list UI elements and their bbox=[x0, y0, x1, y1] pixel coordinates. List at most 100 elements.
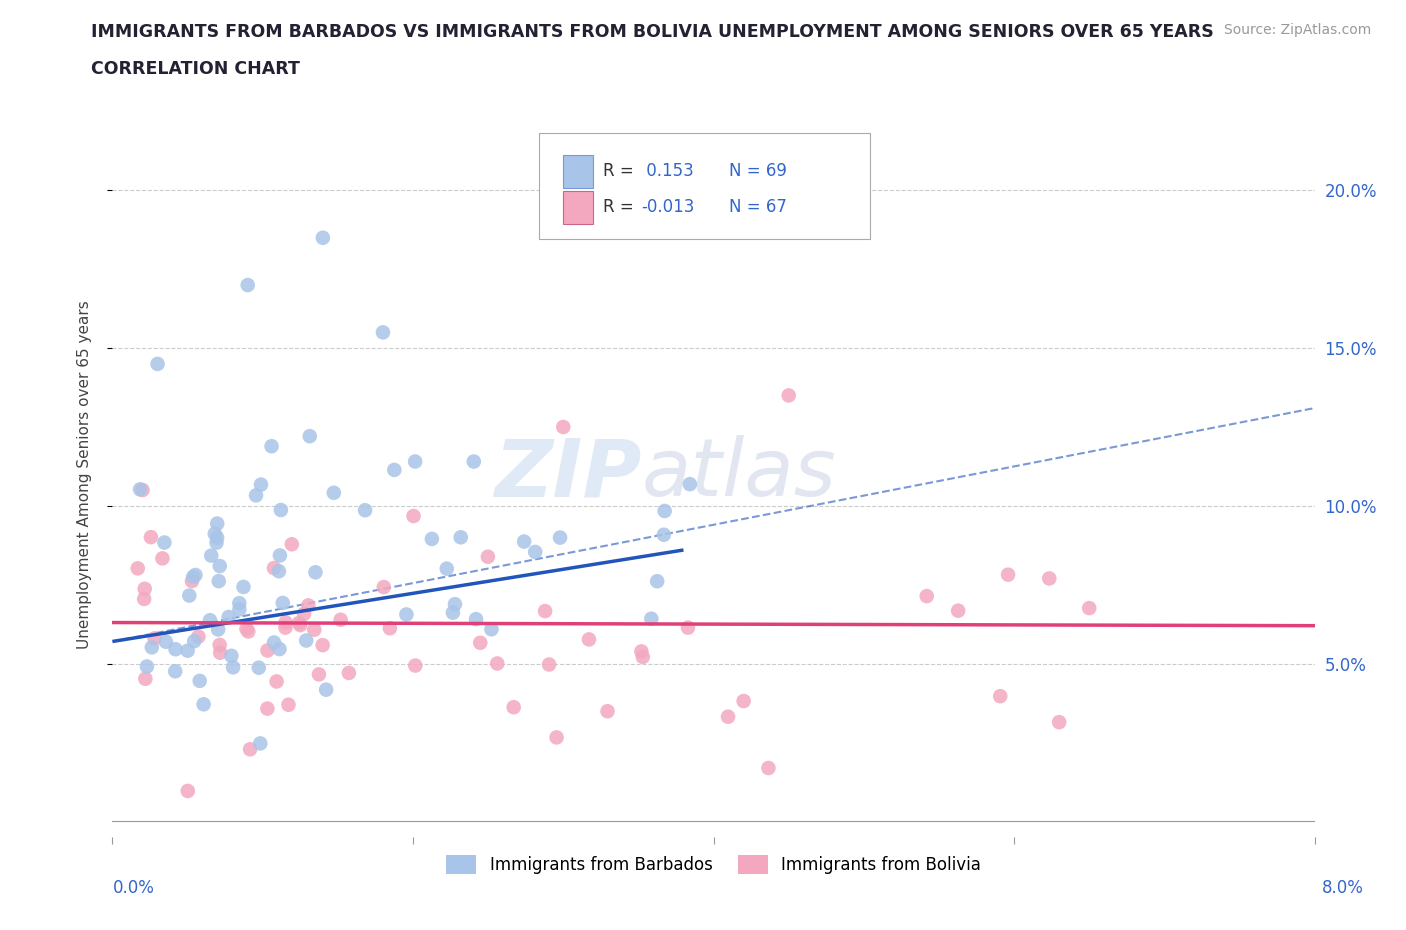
Point bbox=[534, 604, 557, 618]
Text: N = 67: N = 67 bbox=[730, 198, 787, 217]
Point bbox=[288, 616, 311, 631]
Point bbox=[292, 606, 315, 621]
Point bbox=[131, 483, 153, 498]
Y-axis label: Unemployment Among Seniors over 65 years: Unemployment Among Seniors over 65 years bbox=[77, 300, 91, 649]
Point bbox=[915, 589, 938, 604]
Point bbox=[481, 622, 503, 637]
Point bbox=[304, 622, 326, 637]
Point bbox=[470, 635, 492, 650]
Point bbox=[271, 595, 294, 610]
Point bbox=[134, 581, 156, 596]
Point bbox=[267, 564, 290, 578]
Point bbox=[129, 482, 152, 497]
Point bbox=[228, 596, 250, 611]
Point bbox=[274, 615, 297, 630]
Point bbox=[645, 574, 668, 589]
Point bbox=[232, 579, 254, 594]
Point bbox=[596, 704, 619, 719]
Text: atlas: atlas bbox=[641, 435, 837, 513]
Point bbox=[218, 609, 240, 624]
Point bbox=[235, 621, 257, 636]
Point bbox=[436, 561, 458, 576]
Point bbox=[208, 574, 231, 589]
FancyBboxPatch shape bbox=[564, 192, 593, 224]
Point bbox=[290, 618, 312, 632]
Point bbox=[269, 642, 291, 657]
Point bbox=[165, 664, 187, 679]
Point bbox=[270, 502, 292, 517]
Point bbox=[441, 605, 464, 620]
Text: R =: R = bbox=[603, 198, 634, 217]
Point bbox=[200, 548, 222, 563]
Point bbox=[204, 526, 226, 541]
Point bbox=[378, 621, 401, 636]
Point bbox=[221, 648, 243, 663]
Point bbox=[165, 642, 187, 657]
Point bbox=[238, 624, 260, 639]
Point bbox=[404, 658, 426, 673]
Point bbox=[676, 620, 699, 635]
Point bbox=[260, 439, 283, 454]
Point bbox=[222, 660, 245, 675]
Point bbox=[311, 638, 333, 653]
Point bbox=[134, 591, 156, 606]
Point bbox=[245, 488, 267, 503]
Point bbox=[141, 640, 163, 655]
Point bbox=[139, 530, 162, 545]
Point bbox=[382, 462, 405, 477]
Point bbox=[778, 388, 800, 403]
Point bbox=[205, 516, 228, 531]
FancyBboxPatch shape bbox=[540, 133, 870, 239]
Point bbox=[450, 530, 472, 545]
Point bbox=[295, 633, 318, 648]
Point bbox=[277, 698, 299, 712]
Point bbox=[187, 630, 209, 644]
Point bbox=[134, 671, 156, 686]
Point bbox=[1078, 601, 1101, 616]
Point bbox=[315, 683, 337, 698]
Point bbox=[548, 530, 571, 545]
Point bbox=[188, 673, 211, 688]
Point bbox=[207, 622, 229, 637]
Point bbox=[322, 485, 344, 500]
Point bbox=[184, 567, 207, 582]
Text: ZIP: ZIP bbox=[494, 435, 641, 513]
Point bbox=[371, 325, 394, 339]
Point bbox=[513, 534, 536, 549]
Point bbox=[208, 559, 231, 574]
Point bbox=[553, 419, 575, 434]
Text: Source: ZipAtlas.com: Source: ZipAtlas.com bbox=[1223, 23, 1371, 37]
Point bbox=[152, 551, 174, 565]
Point bbox=[354, 503, 377, 518]
Point bbox=[193, 697, 215, 711]
Point bbox=[524, 545, 547, 560]
Point bbox=[402, 509, 425, 524]
Point bbox=[249, 736, 271, 751]
Point bbox=[179, 588, 201, 603]
Text: 0.0%: 0.0% bbox=[112, 879, 155, 897]
Point bbox=[183, 633, 205, 648]
Text: R =: R = bbox=[603, 162, 634, 180]
Point bbox=[146, 356, 169, 371]
Point bbox=[733, 694, 755, 709]
Point bbox=[420, 531, 443, 546]
Text: IMMIGRANTS FROM BARBADOS VS IMMIGRANTS FROM BOLIVIA UNEMPLOYMENT AMONG SENIORS O: IMMIGRANTS FROM BARBADOS VS IMMIGRANTS F… bbox=[91, 23, 1215, 41]
Point bbox=[247, 660, 270, 675]
Point bbox=[256, 643, 278, 658]
Point bbox=[209, 645, 232, 660]
Point bbox=[135, 659, 157, 674]
Point bbox=[308, 667, 330, 682]
Point bbox=[477, 550, 499, 565]
Point bbox=[717, 710, 740, 724]
Point bbox=[198, 613, 221, 628]
FancyBboxPatch shape bbox=[564, 155, 593, 188]
Point bbox=[395, 607, 418, 622]
Text: 0.153: 0.153 bbox=[641, 162, 695, 180]
Text: 8.0%: 8.0% bbox=[1322, 879, 1364, 897]
Point bbox=[274, 620, 297, 635]
Point bbox=[181, 569, 204, 584]
Point bbox=[640, 611, 662, 626]
Point bbox=[205, 530, 228, 545]
Point bbox=[1038, 571, 1060, 586]
Point bbox=[679, 477, 702, 492]
